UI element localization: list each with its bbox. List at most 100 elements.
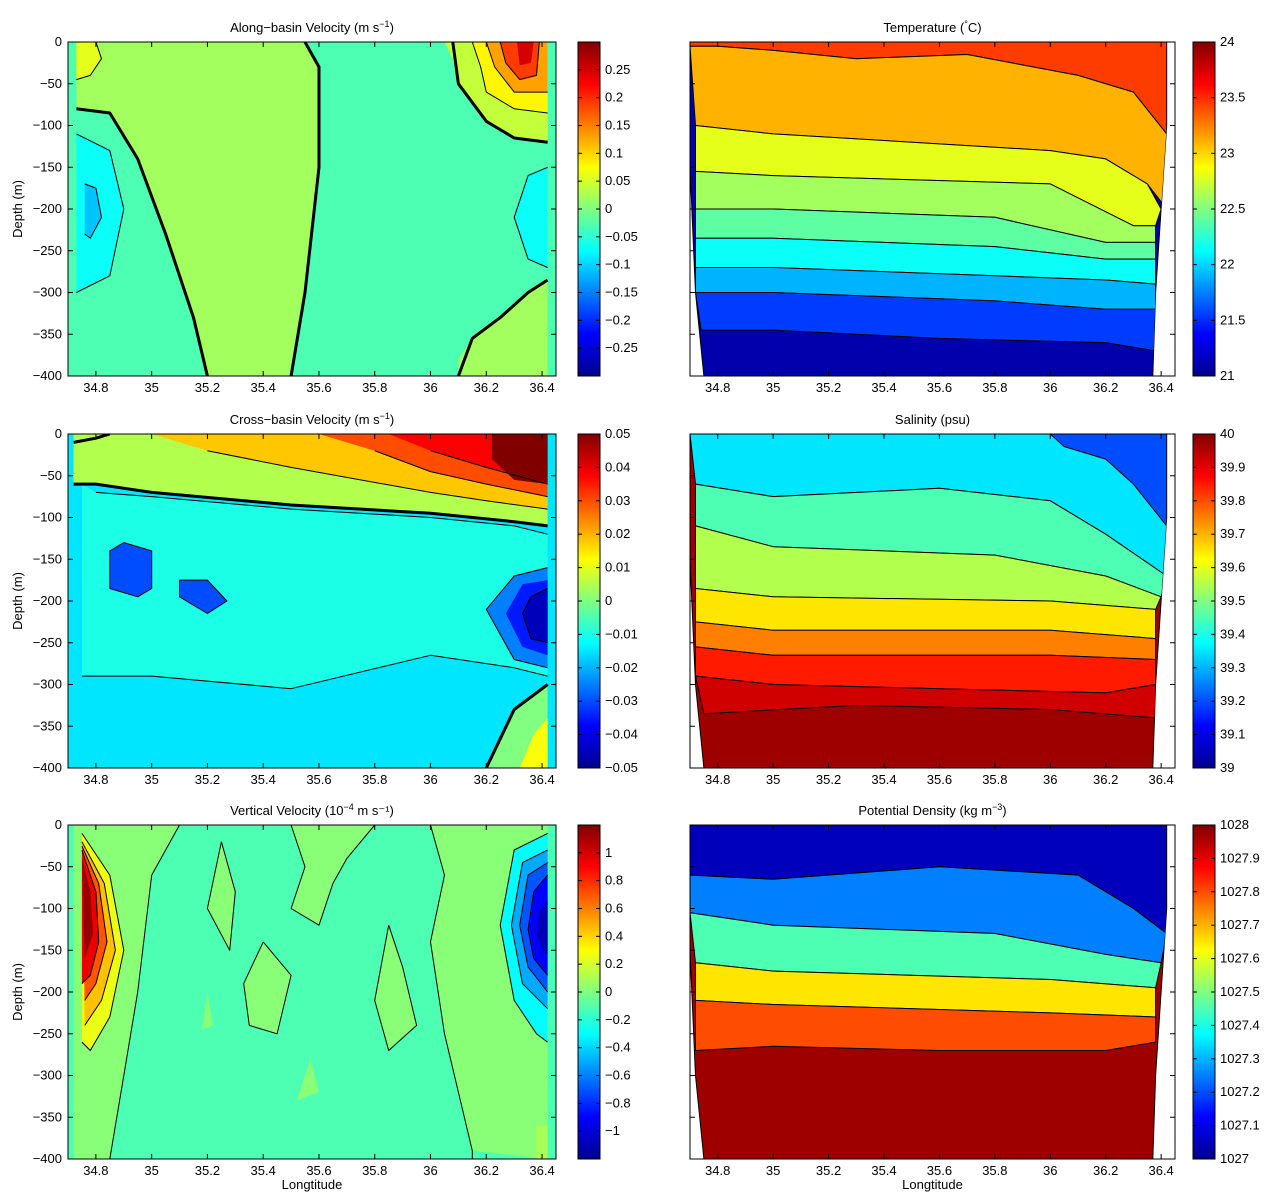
panel-title: Vertical Velocity (10−4 m s⁻¹)	[230, 802, 394, 818]
plot-area-density	[690, 825, 1175, 1159]
panel-along: 34.8 35 35.2 35.4 35.6 35.8 36 36.2 36.4 0 −50 −100…	[10, 19, 638, 395]
contour-line	[81, 833, 125, 1051]
contour-line	[84, 183, 102, 239]
colorbar-tick-label: 0.01	[605, 560, 630, 575]
y-tick-label: 0	[55, 34, 62, 49]
contour-region	[243, 941, 292, 1034]
colorbar-tick-label: −0.2	[605, 1012, 631, 1027]
x-tick-label: 35	[766, 1163, 780, 1178]
zero-contour-line	[73, 482, 548, 528]
panel-title: Cross−basin Velocity (m s−1)	[230, 411, 395, 427]
y-tick-label: 0	[55, 426, 62, 441]
y-tick-label: −350	[33, 718, 62, 733]
x-tick-label: 35.2	[816, 380, 841, 395]
colorbar-salinity: 40 39.9 39.8 39.7 39.6 39.5 39.4 39.3 39.2 39.1 39	[1192, 426, 1245, 775]
contour-line	[243, 941, 292, 1035]
x-tick-label: 34.8	[705, 772, 730, 787]
x-tick-label: 36.2	[1093, 1163, 1118, 1178]
contour-line	[207, 450, 548, 510]
y-tick-label: −50	[40, 76, 62, 91]
y-tick-label: −350	[33, 1109, 62, 1124]
x-tick-label: 35.2	[195, 1163, 220, 1178]
x-tick-label: 36.2	[474, 1163, 499, 1178]
contour-line	[109, 542, 153, 598]
contour-region	[458, 280, 548, 376]
zero-contour-line	[451, 42, 548, 144]
colorbar-tick-label: 1027.1	[1220, 1118, 1260, 1133]
colorbar-tick-label: 0.05	[605, 426, 630, 441]
colorbar-tick-label: 39.7	[1220, 526, 1245, 541]
colorbar-tick-label: −0.05	[605, 760, 638, 775]
x-tick-label: 36.2	[474, 380, 499, 395]
contour-region	[81, 484, 548, 689]
contour-region	[76, 42, 320, 376]
y-tick-label: −50	[40, 859, 62, 874]
colorbar-tick-label: 1027.5	[1220, 984, 1260, 999]
colorbar-tick-label: 40	[1220, 426, 1234, 441]
x-tick-label: 35.4	[871, 772, 896, 787]
x-tick-label: 34.8	[83, 1163, 108, 1178]
contour-region	[76, 42, 102, 80]
x-tick-label: 35.4	[251, 1163, 276, 1178]
contour-region	[81, 858, 94, 959]
y-tick-label: −100	[33, 510, 62, 525]
x-tick-label: 36	[1043, 380, 1057, 395]
colorbar-tick-label: 1027.4	[1220, 1017, 1260, 1032]
colorbar-along: 0.25 0.2 0.15 0.1 0.05 0 −0.05 −0.1 −0.15 −0.2 −0.…	[577, 41, 638, 377]
colorbar-tick-label: 39.5	[1220, 593, 1245, 608]
colorbar-density: 1028 1027.9 1027.8 1027.7 1027.6 1027.5 1027.4…	[1192, 817, 1260, 1166]
contour-line	[290, 825, 376, 926]
x-tick-label: 35.4	[871, 380, 896, 395]
colorbar-tick-label: 0	[605, 201, 612, 216]
zero-contour-line	[484, 683, 549, 768]
x-tick-label: 34.8	[83, 772, 108, 787]
x-tick-label: 35.6	[306, 380, 331, 395]
y-axis-label: Depth (m)	[10, 572, 25, 630]
contour-line	[206, 841, 236, 951]
y-tick-label: −250	[33, 1026, 62, 1041]
colorbar-tick-label: 0.1	[605, 145, 623, 160]
panel-title: Temperature (°C)	[883, 19, 981, 35]
y-tick-label: −300	[33, 1068, 62, 1083]
x-tick-label: 35.8	[362, 772, 387, 787]
y-tick-label: −400	[33, 368, 62, 383]
x-tick-label: 35.2	[816, 772, 841, 787]
panel-title: Potential Density (kg m−3)	[858, 802, 1006, 818]
contour-region	[201, 992, 213, 1030]
colorbar-tick-label: 1027.6	[1220, 951, 1260, 966]
y-tick-label: −200	[33, 201, 62, 216]
x-tick-label: 35	[144, 772, 158, 787]
panel-salinity: 34.8 35 35.2 35.4 35.6 35.8 36 36.2 36.4 Salinity…	[689, 412, 1245, 787]
x-tick-label: 35	[766, 380, 780, 395]
contour-line	[81, 654, 548, 690]
y-tick-label: −400	[33, 760, 62, 775]
colorbar-tick-label: −0.05	[605, 229, 638, 244]
x-tick-label: 35.8	[982, 1163, 1007, 1178]
contour-line	[81, 849, 100, 984]
colorbar-tick-label: −0.2	[605, 312, 631, 327]
x-tick-label: 35.6	[927, 380, 952, 395]
y-tick-label: −150	[33, 551, 62, 566]
y-tick-label: −250	[33, 243, 62, 258]
colorbar-tick-label: 39.8	[1220, 493, 1245, 508]
x-tick-label: 35.8	[362, 380, 387, 395]
zero-contour-line	[76, 107, 209, 376]
colorbar-tick-label: 23.5	[1220, 90, 1245, 105]
y-tick-label: −150	[33, 159, 62, 174]
contour-line	[374, 450, 548, 498]
contour-line	[471, 42, 548, 114]
contour-region	[536, 900, 548, 955]
colorbar-tick-label: 39.9	[1220, 459, 1245, 474]
x-tick-label: 36	[423, 772, 437, 787]
x-tick-label: 35.2	[195, 380, 220, 395]
x-tick-label: 35.2	[195, 772, 220, 787]
x-tick-label: 35.6	[927, 772, 952, 787]
colorbar-tick-label: 39.2	[1220, 693, 1245, 708]
contour-line	[499, 832, 548, 1043]
colorbar-tick-label: 0.05	[605, 173, 630, 188]
y-tick-label: −300	[33, 677, 62, 692]
colorbar-tick-label: 22.5	[1220, 201, 1245, 216]
contour-line	[81, 845, 108, 1001]
y-tick-label: −50	[40, 468, 62, 483]
